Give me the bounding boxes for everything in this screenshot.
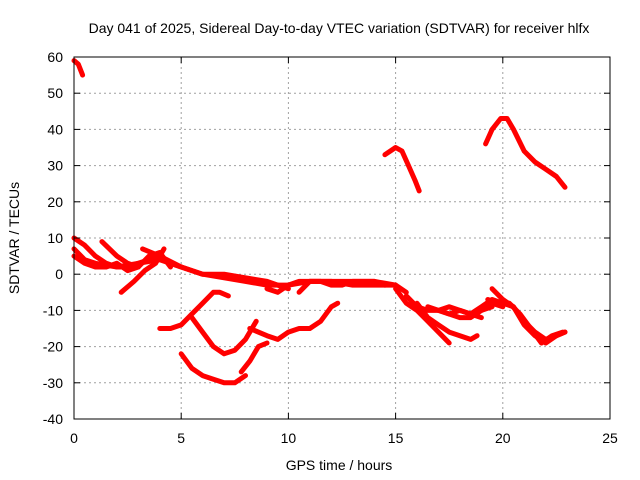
series-line-arc-14 (296, 278, 399, 295)
x-tick-label: 15 (388, 430, 404, 446)
x-tick-label: 20 (495, 430, 511, 446)
x-axis-label: GPS time / hours (286, 457, 393, 473)
x-tick-label: 5 (177, 430, 185, 446)
series-line-arc-16 (393, 286, 452, 346)
chart-title: Day 041 of 2025, Sidereal Day-to-day VTE… (89, 20, 590, 36)
series-line-arc-20 (468, 297, 568, 342)
y-tick-label: 50 (47, 85, 63, 101)
y-tick-label: -10 (43, 302, 63, 318)
series-layer (71, 58, 568, 386)
y-tick-label: 0 (55, 266, 63, 282)
y-tick-label: -20 (43, 339, 63, 355)
series-line-arc-23 (489, 286, 568, 346)
y-tick-label: 10 (47, 230, 63, 246)
y-axis-label: SDTVAR / TECUs (6, 182, 22, 294)
x-tick-label: 0 (70, 430, 78, 446)
series-line-arc-1 (71, 58, 86, 78)
x-tick-label: 25 (602, 430, 618, 446)
y-tick-label: 20 (47, 194, 63, 210)
y-tick-label: 60 (47, 49, 63, 65)
series-line-arc-10 (178, 351, 248, 386)
series-line-arc-24 (425, 304, 484, 321)
series-line-arc-22 (483, 116, 568, 190)
ticks: 0 5 10 15 20 25 -40 -30 -20 -10 0 10 20 30 40 50 60 (43, 49, 618, 446)
series-line-arc-12 (247, 300, 341, 342)
series-line-arc-9 (189, 315, 259, 357)
series-line-arc-8 (157, 289, 231, 331)
series-line-arc-6 (118, 246, 167, 295)
y-tick-label: 40 (47, 121, 63, 137)
series-line-arc-15 (382, 145, 422, 194)
y-tick-label: 30 (47, 158, 63, 174)
y-tick-label: -30 (43, 375, 63, 391)
grid (74, 57, 610, 419)
series-line-arc-7 (140, 246, 291, 292)
x-tick-label: 10 (281, 430, 297, 446)
series-line-arc-11 (238, 340, 270, 375)
y-tick-label: -40 (43, 411, 63, 427)
series-line-arc-18 (414, 300, 480, 342)
